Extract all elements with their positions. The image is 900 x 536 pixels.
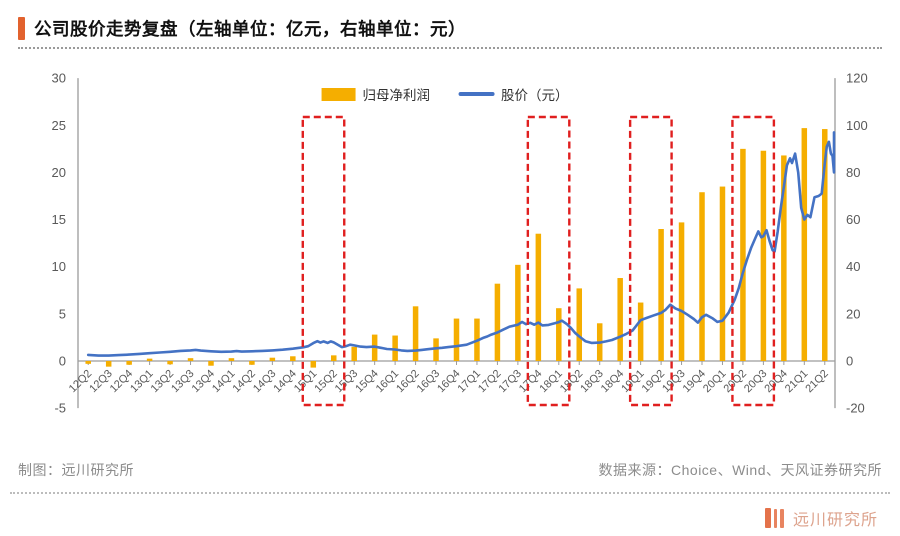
svg-text:12Q4: 12Q4 — [108, 368, 136, 396]
svg-text:19Q2: 19Q2 — [640, 368, 668, 396]
legend-label-profit: 归母净利润 — [362, 88, 431, 103]
svg-text:25: 25 — [52, 118, 66, 133]
svg-text:17Q2: 17Q2 — [476, 368, 504, 396]
svg-text:21Q1: 21Q1 — [783, 368, 811, 396]
title-row: 公司股价走势复盘（左轴单位：亿元，右轴单位：元） — [18, 16, 466, 41]
svg-text:15Q1: 15Q1 — [292, 368, 320, 396]
svg-text:15Q3: 15Q3 — [333, 368, 361, 396]
svg-text:18Q2: 18Q2 — [558, 368, 586, 396]
svg-text:20: 20 — [846, 306, 860, 321]
title-separator — [18, 47, 882, 49]
svg-text:0: 0 — [846, 354, 853, 369]
legend-item-profit: 归母净利润 — [321, 84, 431, 104]
svg-text:16Q2: 16Q2 — [394, 368, 422, 396]
svg-text:30: 30 — [52, 71, 66, 86]
svg-text:19Q1: 19Q1 — [619, 368, 647, 396]
svg-text:-20: -20 — [846, 401, 865, 416]
logo-text: 远川研究所 — [792, 512, 878, 529]
svg-text:80: 80 — [846, 165, 860, 180]
svg-text:0: 0 — [59, 354, 66, 369]
title-marker-icon — [18, 17, 25, 40]
svg-text:16Q3: 16Q3 — [415, 368, 443, 396]
svg-text:18Q1: 18Q1 — [537, 368, 565, 396]
svg-text:20Q1: 20Q1 — [701, 368, 729, 396]
svg-text:14Q2: 14Q2 — [231, 368, 259, 396]
svg-text:15: 15 — [52, 212, 66, 227]
svg-text:21Q2: 21Q2 — [803, 368, 831, 396]
svg-text:13Q2: 13Q2 — [149, 368, 177, 396]
svg-text:13Q1: 13Q1 — [128, 368, 156, 396]
svg-text:15Q4: 15Q4 — [353, 368, 381, 396]
chart-legend: 归母净利润 股价（元） — [321, 84, 569, 104]
legend-label-price: 股价（元） — [501, 88, 569, 103]
price-chart: 30 25 20 15 10 5 0 -5 120 100 80 60 40 20 0 -20 12Q212Q3… — [52, 71, 868, 416]
bar-series-swatch-icon — [321, 87, 356, 101]
legend-item-price: 股价（元） — [458, 84, 569, 104]
page-title: 公司股价走势复盘（左轴单位：亿元，右轴单位：元） — [34, 19, 466, 39]
svg-text:16Q1: 16Q1 — [374, 368, 402, 396]
svg-text:12Q2: 12Q2 — [67, 368, 95, 396]
brand-logo: 远川研究所 — [764, 506, 878, 530]
footer-separator — [10, 492, 890, 494]
svg-text:-5: -5 — [54, 401, 66, 416]
footer: 制图：远川研究所 数据来源：Choice、Wind、天风证券研究所 — [18, 460, 882, 480]
line-series-swatch-icon — [458, 92, 495, 96]
footer-source: 数据来源：Choice、Wind、天风证券研究所 — [598, 462, 882, 478]
footer-credit: 制图：远川研究所 — [18, 462, 134, 478]
svg-text:12Q3: 12Q3 — [87, 368, 115, 396]
logo-bars-icon — [764, 508, 784, 528]
svg-text:14Q1: 14Q1 — [210, 368, 238, 396]
svg-text:14Q4: 14Q4 — [271, 368, 299, 396]
svg-text:5: 5 — [59, 306, 66, 321]
svg-text:17Q1: 17Q1 — [456, 368, 484, 396]
svg-text:13Q3: 13Q3 — [169, 368, 197, 396]
svg-text:10: 10 — [52, 259, 66, 274]
svg-text:18Q3: 18Q3 — [578, 368, 606, 396]
svg-text:20Q4: 20Q4 — [762, 368, 790, 396]
svg-text:19Q4: 19Q4 — [681, 368, 709, 396]
svg-text:15Q2: 15Q2 — [312, 368, 340, 396]
svg-text:16Q4: 16Q4 — [435, 368, 463, 396]
svg-text:17Q3: 17Q3 — [496, 368, 524, 396]
svg-text:13Q4: 13Q4 — [190, 368, 218, 396]
svg-text:18Q4: 18Q4 — [599, 368, 627, 396]
svg-text:20Q3: 20Q3 — [742, 368, 770, 396]
svg-text:17Q4: 17Q4 — [517, 368, 545, 396]
svg-text:60: 60 — [846, 212, 860, 227]
svg-text:100: 100 — [846, 118, 868, 133]
svg-text:40: 40 — [846, 259, 860, 274]
svg-text:120: 120 — [846, 71, 868, 86]
svg-text:20: 20 — [52, 165, 66, 180]
svg-text:19Q3: 19Q3 — [660, 368, 688, 396]
svg-text:14Q3: 14Q3 — [251, 368, 279, 396]
svg-text:20Q2: 20Q2 — [722, 368, 750, 396]
chart-area: 30 25 20 15 10 5 0 -5 120 100 80 60 40 20 0 -20 12Q2 12Q3… — [0, 62, 900, 434]
